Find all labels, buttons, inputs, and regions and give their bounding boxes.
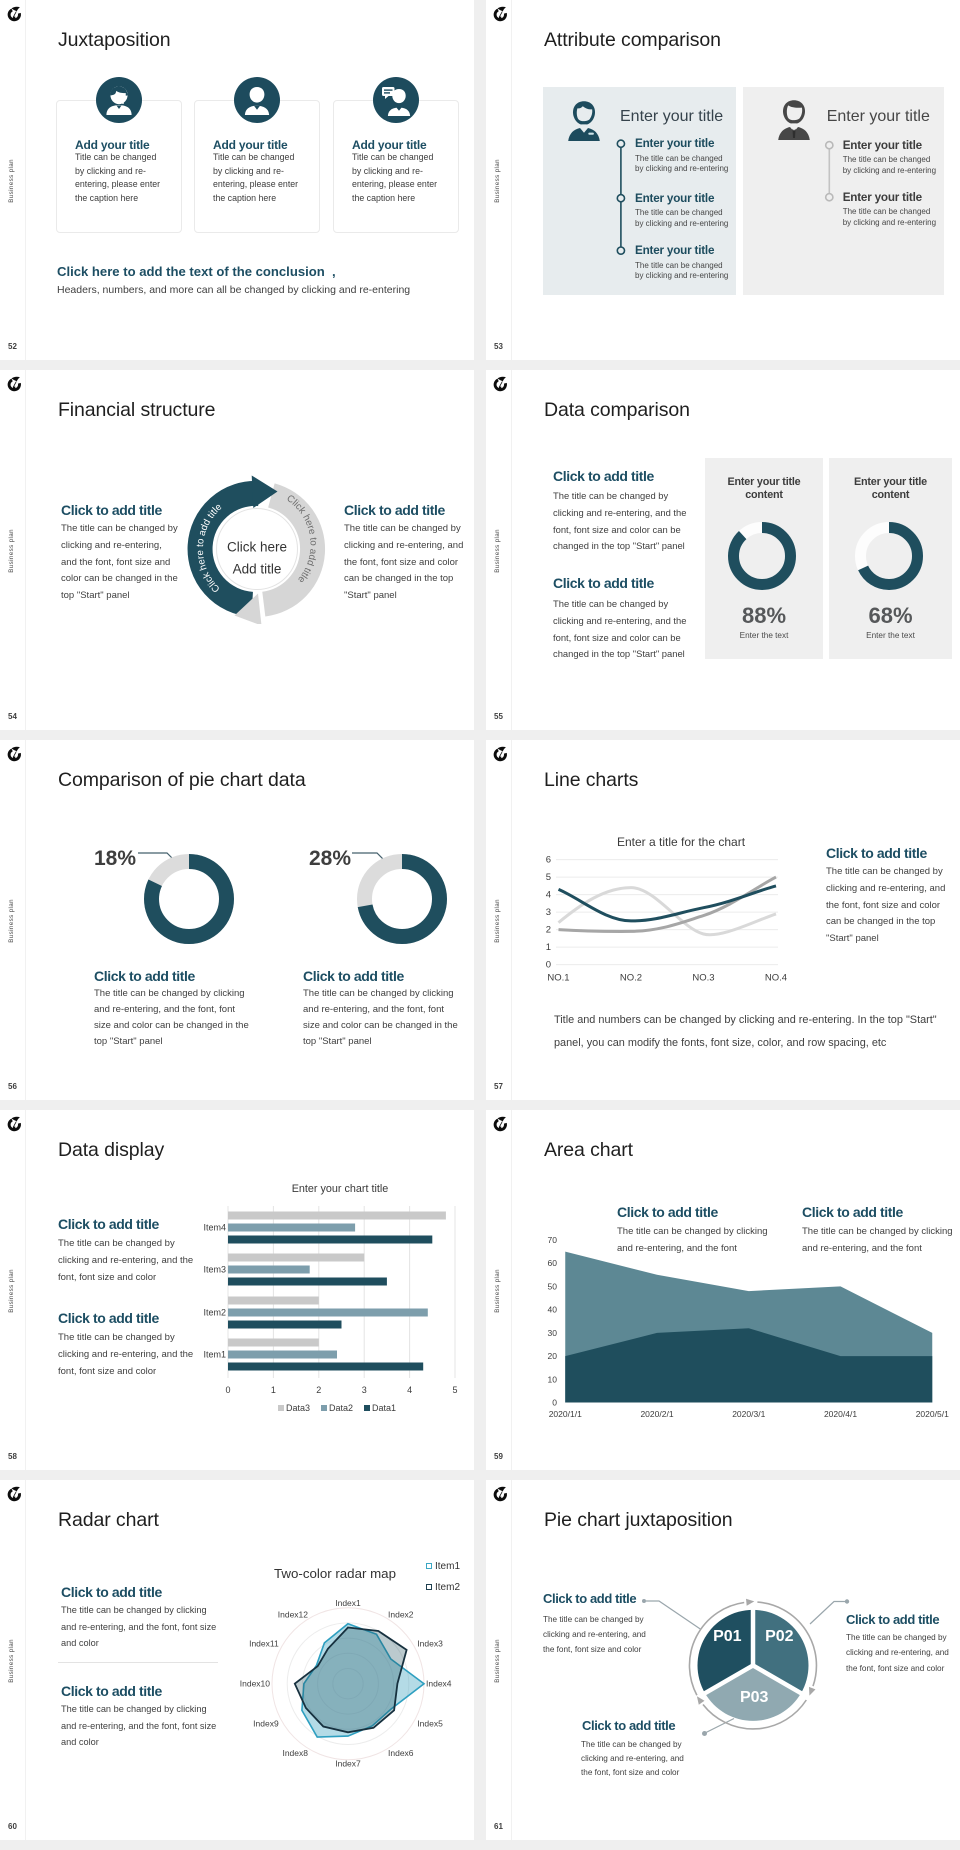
svg-text:Item2: Item2 [203,1308,226,1318]
svg-text:2020/2/1: 2020/2/1 [640,1409,673,1419]
svg-text:Index10: Index10 [240,1679,271,1689]
svg-text:30: 30 [548,1328,558,1338]
svg-text:60: 60 [548,1258,558,1268]
svg-text:NO.2: NO.2 [620,973,642,984]
svg-text:Item4: Item4 [203,1223,226,1233]
svg-text:Index2: Index2 [388,1609,414,1619]
svg-text:4: 4 [546,890,551,901]
svg-text:0: 0 [225,1385,230,1395]
svg-text:2020/4/1: 2020/4/1 [824,1409,857,1419]
svg-text:10: 10 [548,1374,558,1384]
svg-text:P02: P02 [765,1628,794,1645]
svg-text:4: 4 [407,1385,412,1395]
svg-text:50: 50 [548,1281,558,1291]
svg-text:NO.3: NO.3 [692,973,714,984]
svg-text:Index8: Index8 [282,1748,308,1758]
svg-text:Add title: Add title [233,562,282,577]
svg-text:5: 5 [452,1385,457,1395]
svg-text:1: 1 [546,942,551,953]
svg-text:1: 1 [271,1385,276,1395]
svg-text:3: 3 [546,907,551,918]
svg-text:2020/3/1: 2020/3/1 [732,1409,765,1419]
svg-text:6: 6 [546,855,551,866]
svg-text:5: 5 [546,872,551,883]
svg-text:Click here: Click here [227,540,287,555]
svg-text:Index5: Index5 [417,1719,443,1729]
svg-text:2: 2 [316,1385,321,1395]
svg-text:3: 3 [362,1385,367,1395]
svg-text:0: 0 [546,960,551,971]
svg-text:Index3: Index3 [417,1639,443,1649]
svg-text:Index9: Index9 [253,1719,279,1729]
svg-text:0: 0 [552,1398,557,1408]
svg-text:2020/1/1: 2020/1/1 [549,1409,582,1419]
svg-text:Data2: Data2 [329,1403,353,1413]
svg-text:P01: P01 [713,1628,742,1645]
svg-text:Index4: Index4 [426,1679,452,1689]
svg-text:2020/5/1: 2020/5/1 [916,1409,949,1419]
svg-text:Index1: Index1 [335,1598,361,1608]
svg-text:Index12: Index12 [278,1609,309,1619]
svg-text:Index11: Index11 [249,1639,279,1649]
svg-text:70: 70 [548,1235,558,1245]
svg-text:NO.4: NO.4 [765,973,787,984]
svg-text:Item3: Item3 [203,1265,226,1275]
svg-text:Data1: Data1 [372,1403,396,1413]
svg-text:NO.1: NO.1 [547,973,569,984]
svg-text:Index6: Index6 [388,1748,414,1758]
svg-text:40: 40 [548,1305,558,1315]
svg-text:20: 20 [548,1351,558,1361]
svg-text:Data3: Data3 [286,1403,310,1413]
svg-text:Index7: Index7 [335,1759,361,1769]
svg-text:Item1: Item1 [203,1350,226,1360]
svg-text:2: 2 [546,925,551,936]
svg-text:P03: P03 [740,1689,769,1706]
